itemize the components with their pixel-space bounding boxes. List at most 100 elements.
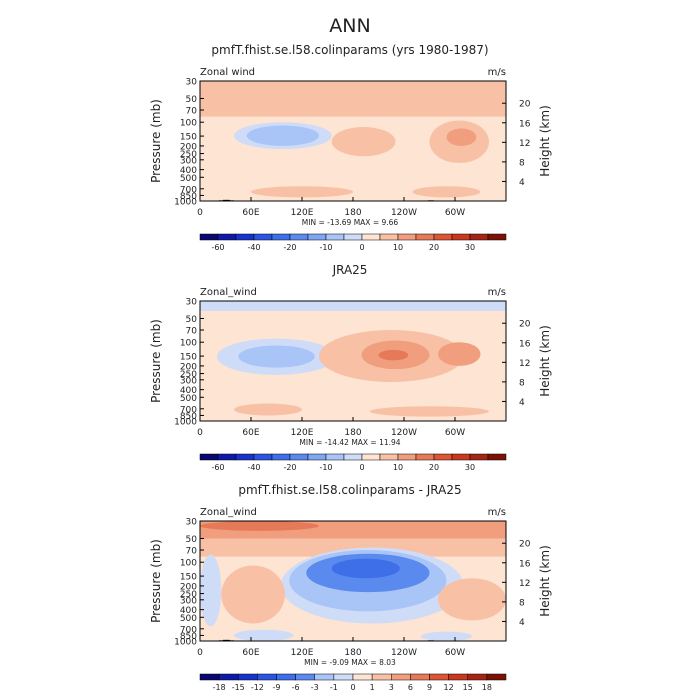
contour-region (438, 578, 506, 621)
min-max-stats: MIN = -14.42 MAX = 11.94 (299, 438, 400, 447)
pressure-tick-label: 400 (180, 606, 197, 616)
longitude-tick-label: 180 (344, 428, 361, 438)
pressure-tick-label: 50 (186, 315, 198, 325)
height-tick-label: 8 (519, 378, 525, 388)
colorbar-label: -10 (319, 243, 332, 252)
colorbar-swatch (487, 233, 507, 241)
colorbar-swatch (469, 233, 489, 241)
contour-region (200, 301, 506, 311)
longitude-tick-label: 60W (445, 648, 465, 658)
colorbar-swatch (271, 453, 291, 461)
colorbar-swatch (451, 233, 471, 241)
height-tick-label: 12 (519, 139, 530, 149)
height-axis: 20 16 12 8 4 Height (km) (502, 100, 552, 188)
pressure-tick-label: 100 (180, 119, 197, 129)
colorbar-label: -60 (211, 243, 224, 252)
variable-label: Zonal_wind (200, 287, 257, 298)
height-tick-label: 12 (519, 359, 530, 369)
colorbar-swatch (235, 233, 255, 241)
colorbar-label: 0 (359, 463, 364, 472)
page-title: ANN (329, 15, 370, 37)
colorbar-swatch (199, 453, 219, 461)
longitude-axis: 0 60E 120E 180 120W 60W (197, 197, 465, 218)
pressure-tick-label: 1000 (174, 638, 197, 648)
colorbar-swatch (217, 233, 237, 241)
colorbar-swatch (295, 673, 315, 681)
pressure-axis-label: Pressure (mb) (149, 319, 163, 403)
height-axis: 20 16 12 8 4 Height (km) (502, 540, 552, 628)
colorbar-swatch (448, 673, 468, 681)
pressure-tick-label: 150 (180, 353, 197, 363)
height-tick-label: 12 (519, 579, 530, 589)
longitude-tick-label: 60E (242, 428, 259, 438)
longitude-tick-label: 120E (291, 648, 314, 658)
pressure-axis-label: Pressure (mb) (149, 539, 163, 623)
contour-field (200, 301, 506, 421)
contour-region (246, 125, 319, 146)
pressure-tick-label: 50 (186, 95, 198, 105)
height-tick-label: 16 (519, 119, 531, 129)
pressure-tick-label: 30 (186, 78, 198, 88)
colorbar-swatch (343, 233, 363, 241)
longitude-tick-label: 120W (391, 428, 417, 438)
panel-title: JRA25 (332, 263, 368, 277)
contour-field (200, 521, 506, 641)
colorbar-label: -15 (232, 683, 245, 692)
colorbar-label: 3 (389, 683, 394, 692)
pressure-tick-label: 500 (180, 174, 197, 184)
colorbar-label: -20 (283, 243, 296, 252)
colorbar-swatch (361, 453, 381, 461)
colorbar-label: -6 (292, 683, 300, 692)
pressure-tick-label: 250 (180, 370, 197, 380)
colorbar-swatch (307, 453, 327, 461)
colorbar-swatch (289, 453, 309, 461)
pressure-tick-label: 250 (180, 150, 197, 160)
height-axis-label: Height (km) (538, 105, 552, 176)
height-tick-label: 4 (519, 398, 525, 408)
longitude-tick-label: 120E (291, 208, 314, 218)
colorbar-label: 20 (429, 463, 439, 472)
contour-region (370, 406, 489, 417)
longitude-tick-label: 60W (445, 208, 465, 218)
pressure-tick-label: 850 (180, 192, 197, 202)
colorbar-swatch (379, 453, 399, 461)
pressure-tick-label: 400 (180, 386, 197, 396)
colorbar-swatch (271, 233, 291, 241)
colorbar-swatch (467, 673, 488, 681)
colorbar-label: 0 (350, 683, 355, 692)
colorbar-label: -10 (319, 463, 332, 472)
pressure-tick-label: 700 (180, 625, 197, 635)
colorbar-label: -40 (247, 243, 260, 252)
colorbar-label: 9 (427, 683, 432, 692)
longitude-tick-label: 60E (242, 208, 259, 218)
height-tick-label: 16 (519, 339, 531, 349)
colorbar-label: -18 (213, 683, 226, 692)
longitude-tick-label: 180 (344, 208, 361, 218)
colorbar-swatch (343, 453, 363, 461)
longitude-tick-label: 0 (197, 648, 203, 658)
colorbar-label: -20 (283, 463, 296, 472)
longitude-tick-label: 60W (445, 428, 465, 438)
colorbar-label: 15 (463, 683, 473, 692)
colorbar-swatch (371, 673, 392, 681)
colorbar-label: 30 (465, 463, 475, 472)
colorbar-swatch (352, 673, 373, 681)
colorbar-swatch (429, 673, 449, 681)
pressure-axis-label: Pressure (mb) (149, 99, 163, 183)
contour-region (331, 126, 396, 157)
colorbar-swatch (307, 233, 327, 241)
height-tick-label: 8 (519, 158, 525, 168)
height-tick-label: 4 (519, 618, 525, 628)
contour-region (234, 403, 302, 416)
colorbar-swatch (410, 673, 430, 681)
colorbar-swatch (325, 453, 345, 461)
colorbar-swatch (253, 233, 273, 241)
pressure-tick-label: 300 (180, 156, 197, 166)
colorbar-swatch (487, 453, 507, 461)
colorbar-swatch (397, 453, 417, 461)
colorbar-label: 6 (408, 683, 413, 692)
pressure-tick-label: 50 (186, 535, 198, 545)
